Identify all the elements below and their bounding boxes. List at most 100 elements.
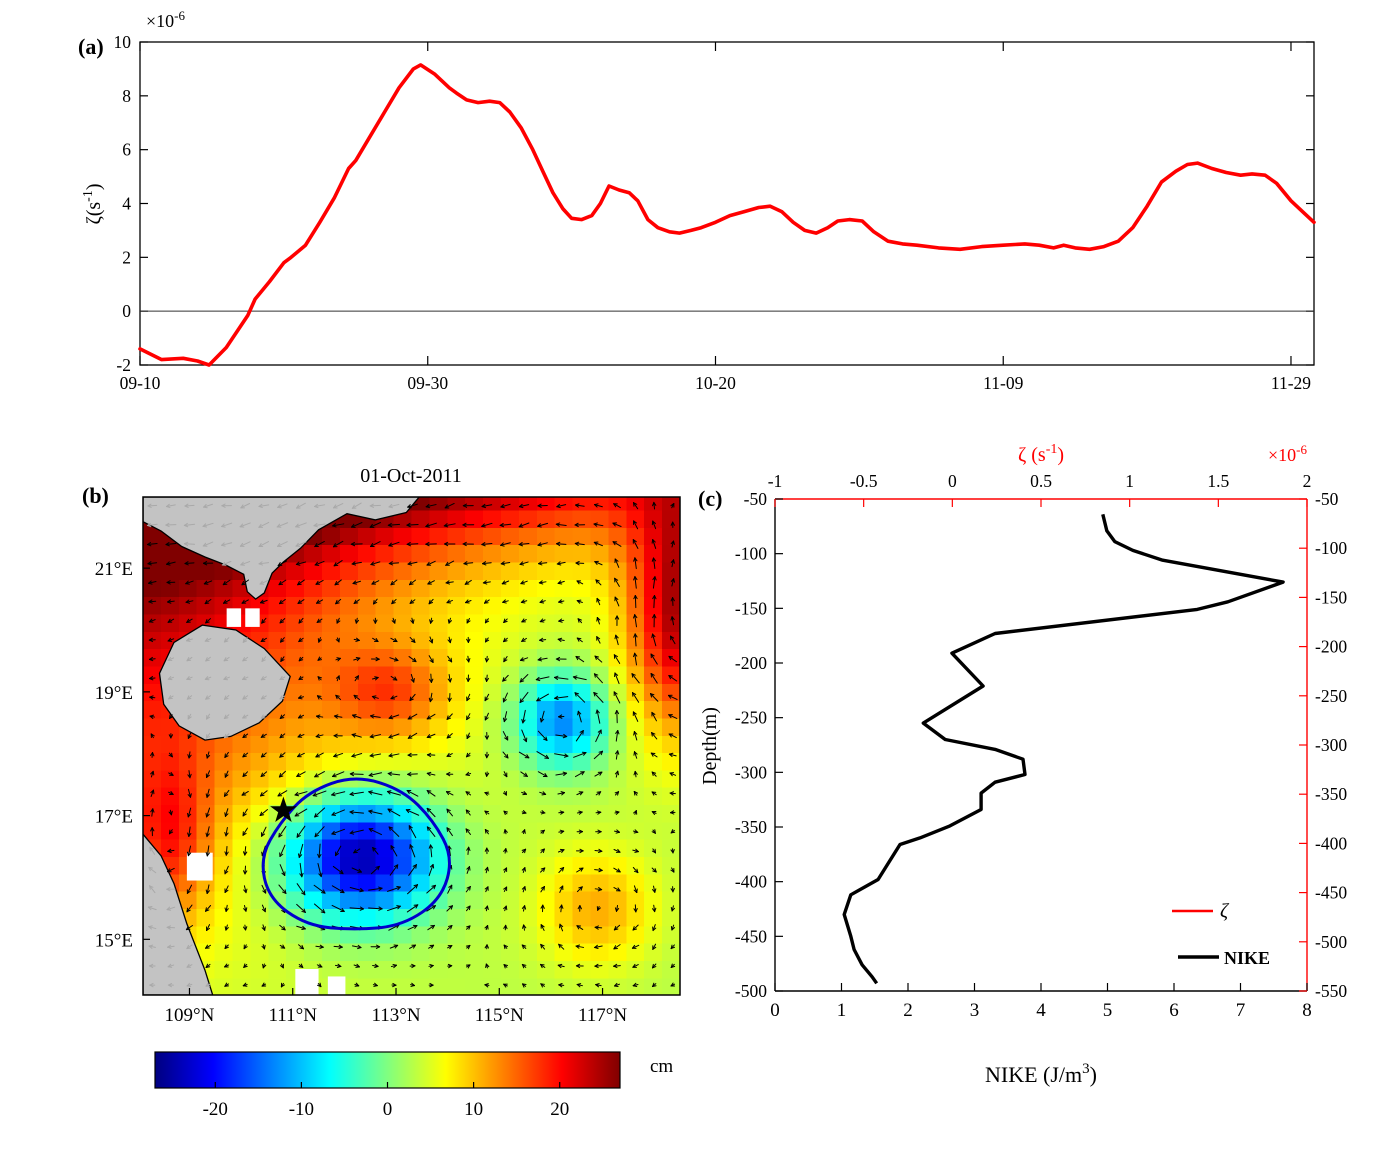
ssh-cell (573, 579, 592, 597)
quiver-arrowhead (153, 771, 154, 775)
ssh-cell (662, 822, 681, 840)
ssh-cell (608, 545, 627, 563)
ssh-cell (537, 804, 556, 822)
ssh-cell (662, 718, 681, 736)
ssh-cell (358, 891, 377, 909)
c-bottom-tick-label: 5 (1103, 1000, 1113, 1021)
ssh-cell (662, 978, 681, 996)
ssh-cell (501, 649, 520, 667)
c-bottom-tick-label: 3 (970, 1000, 980, 1021)
ssh-cell (608, 701, 627, 719)
ssh-cell (304, 597, 323, 615)
ssh-cell (340, 649, 359, 667)
ssh-cell (465, 804, 484, 822)
ssh-cell (608, 493, 627, 511)
quiver-arrowhead (262, 658, 263, 662)
ssh-cell (501, 960, 520, 978)
ssh-cell (358, 597, 377, 615)
ssh-cell (268, 597, 287, 615)
ssh-cell (447, 614, 466, 632)
ssh-cell (447, 718, 466, 736)
ssh-cell (644, 510, 663, 528)
ssh-cell (519, 822, 538, 840)
x-tick-label: 10-20 (695, 373, 736, 393)
ssh-cell (340, 597, 359, 615)
ssh-cell (215, 926, 234, 944)
ssh-cell (233, 943, 252, 961)
ssh-cell (412, 649, 431, 667)
ssh-cell (394, 545, 413, 563)
ssh-cell (555, 527, 574, 545)
ssh-cell (537, 597, 556, 615)
ssh-cell (250, 804, 269, 822)
map-x-tick-label: 109°N (165, 1005, 215, 1026)
ssh-cell (573, 631, 592, 649)
colorbar-tick-label: -20 (203, 1099, 228, 1120)
map-y-tick-label: 21°E (95, 559, 133, 580)
ssh-cell (644, 839, 663, 857)
ssh-cell (447, 926, 466, 944)
ssh-cell (412, 960, 431, 978)
ssh-cell (412, 874, 431, 892)
quiver-arrowhead (542, 794, 546, 795)
ssh-cell (608, 752, 627, 770)
c-bottom-tick-label: 7 (1236, 1000, 1246, 1021)
c-right-tick-label: -450 (1315, 883, 1347, 903)
ssh-cell (519, 597, 538, 615)
ssh-cell (537, 943, 556, 961)
ssh-cell (555, 891, 574, 909)
ssh-cell (197, 787, 216, 805)
ssh-cell (143, 614, 162, 632)
ssh-cell (250, 822, 269, 840)
ssh-cell (644, 631, 663, 649)
ssh-cell (483, 926, 502, 944)
ssh-cell (268, 735, 287, 753)
c-bottom-tick-label: 6 (1169, 1000, 1179, 1021)
ssh-cell (322, 943, 341, 961)
quiver-arrowhead (149, 867, 153, 868)
ssh-cell (376, 891, 395, 909)
c-left-tick-label: -300 (735, 762, 767, 782)
quiver-arrowhead (372, 696, 376, 697)
ssh-cell (519, 978, 538, 996)
ssh-cell (519, 874, 538, 892)
panel-a-ylabel: ζ(s-1) (81, 183, 105, 224)
ssh-cell (591, 839, 610, 857)
ssh-cell (412, 545, 431, 563)
ssh-cell (591, 908, 610, 926)
ssh-cell (483, 527, 502, 545)
c-bottom-tick-label: 8 (1302, 1000, 1312, 1021)
ssh-cell (215, 752, 234, 770)
ssh-cell (555, 926, 574, 944)
ssh-cell (662, 614, 681, 632)
no-data-patch (187, 853, 213, 881)
quiver-arrowhead (525, 887, 526, 891)
ssh-cell (412, 597, 431, 615)
ssh-cell (501, 545, 520, 563)
ssh-cell (340, 631, 359, 649)
ssh-cell (519, 804, 538, 822)
ssh-cell (644, 787, 663, 805)
ssh-cell (233, 891, 252, 909)
ssh-cell (429, 527, 448, 545)
ssh-cell (250, 943, 269, 961)
ssh-cell (322, 908, 341, 926)
ssh-cell (268, 960, 287, 978)
quiver-arrowhead (522, 813, 526, 814)
ssh-cell (394, 874, 413, 892)
ssh-cell (233, 752, 252, 770)
ssh-cell (322, 891, 341, 909)
ssh-cell (358, 527, 377, 545)
ssh-cell (591, 943, 610, 961)
ssh-cell (519, 701, 538, 719)
ssh-cell (197, 770, 216, 788)
ssh-cell (501, 856, 520, 874)
c-bottom-tick-label: 4 (1036, 1000, 1046, 1021)
ssh-cell (412, 978, 431, 996)
ssh-cell (591, 631, 610, 649)
ssh-cell (537, 908, 556, 926)
ssh-cell (519, 891, 538, 909)
map-x-tick-label: 115°N (475, 1005, 524, 1026)
ssh-cell (197, 752, 216, 770)
ssh-cell (483, 718, 502, 736)
